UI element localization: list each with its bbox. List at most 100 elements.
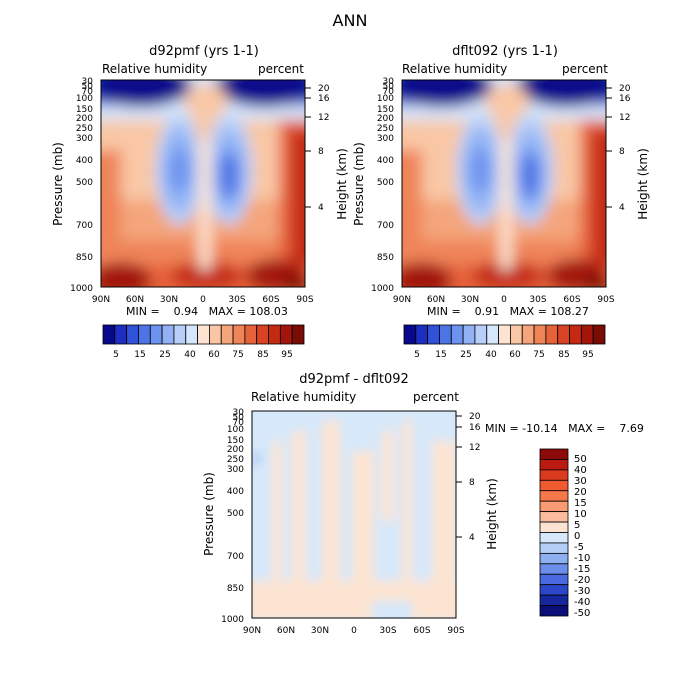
colorbar-swatch bbox=[539, 552, 569, 565]
colorbar bbox=[403, 324, 606, 345]
colorbar-swatch bbox=[220, 324, 234, 345]
y-tick-label: 70 bbox=[233, 418, 245, 428]
panel-dflt092: dflt092 (yrs 1-1) Relative humidity perc… bbox=[352, 44, 650, 360]
x-tick-label: 90S bbox=[597, 295, 614, 305]
colorbar-swatch bbox=[539, 500, 569, 513]
colorbar-label: -10 bbox=[574, 553, 590, 564]
y-tick-label: 100 bbox=[377, 94, 394, 104]
y-right-tick-label: 12 bbox=[619, 113, 630, 123]
y-tick-label: 850 bbox=[377, 253, 394, 263]
colorbar-label: 20 bbox=[574, 487, 587, 498]
y-right-tick-label: 20 bbox=[469, 412, 481, 422]
colorbar-label: 25 bbox=[460, 350, 471, 360]
x-tick-label: 60N bbox=[126, 295, 144, 305]
y-right-tick-label: 8 bbox=[619, 147, 625, 157]
colorbar-swatch bbox=[539, 459, 569, 471]
y-axis-label: Pressure (mb) bbox=[202, 472, 216, 556]
x-tick-label: 0 bbox=[501, 295, 507, 305]
colorbar bbox=[539, 448, 569, 617]
colorbar-swatch bbox=[539, 584, 569, 596]
colorbar-labels: 5 15 25 40 60 75 85 95 bbox=[113, 350, 293, 360]
y-tick-label: 500 bbox=[76, 178, 93, 188]
y-axis-right: 20 16 12 8 4 bbox=[606, 84, 631, 213]
colorbar-swatch bbox=[569, 324, 582, 345]
x-tick-label: 30N bbox=[311, 626, 329, 636]
y-tick-label: 200 bbox=[377, 114, 394, 124]
colorbar-swatch bbox=[539, 594, 569, 606]
y-right-tick-label: 8 bbox=[318, 147, 324, 157]
panel-difference: d92pmf - dflt092 Relative humidity perce… bbox=[202, 372, 644, 636]
min-max-stats: MIN = -10.14 MAX = 7.69 bbox=[485, 422, 644, 435]
y-tick-label: 400 bbox=[377, 156, 394, 166]
colorbar-label: 30 bbox=[574, 476, 587, 487]
y-tick-label: 30 bbox=[82, 77, 94, 87]
y-tick-label: 70 bbox=[383, 87, 395, 97]
colorbar-label: 85 bbox=[257, 350, 268, 360]
colorbar-swatch bbox=[244, 324, 258, 345]
colorbar-swatch bbox=[126, 324, 139, 345]
panel-title: dflt092 (yrs 1-1) bbox=[452, 44, 558, 59]
colorbar-label: 0 bbox=[574, 531, 580, 542]
y-tick-label: 700 bbox=[377, 221, 394, 231]
x-tick-label: 60S bbox=[262, 295, 279, 305]
y-tick-label: 30 bbox=[233, 408, 245, 418]
colorbar-swatch bbox=[539, 605, 569, 617]
colorbar-label: 75 bbox=[533, 350, 544, 360]
colorbar-swatch bbox=[539, 490, 569, 502]
figure-title: ANN bbox=[333, 11, 368, 30]
y-right-axis-label: Height (km) bbox=[485, 478, 499, 549]
x-tick-label: 90N bbox=[243, 626, 261, 636]
y-tick-label: 50 bbox=[383, 82, 395, 92]
min-max-stats: MIN = 0.94 MAX = 108.03 bbox=[126, 305, 288, 318]
colorbar-swatch bbox=[149, 324, 163, 345]
colorbar-swatch bbox=[462, 324, 476, 345]
x-axis: 90N 60N 30N 0 30S 60S 90S bbox=[393, 295, 615, 305]
colorbar-label: 60 bbox=[509, 350, 521, 360]
panel-title: d92pmf (yrs 1-1) bbox=[149, 44, 259, 59]
panel-subtitle-left: Relative humidity bbox=[102, 62, 207, 76]
y-right-tick-label: 20 bbox=[619, 84, 631, 94]
y-right-tick-label: 12 bbox=[469, 443, 480, 453]
y-tick-label: 200 bbox=[227, 445, 244, 455]
colorbar-label: 95 bbox=[281, 350, 292, 360]
x-tick-label: 60S bbox=[413, 626, 430, 636]
y-right-tick-label: 20 bbox=[318, 84, 330, 94]
x-tick-label: 90S bbox=[296, 295, 313, 305]
colorbar-swatch bbox=[173, 324, 187, 345]
colorbar-swatch bbox=[450, 324, 464, 345]
x-tick-label: 60N bbox=[427, 295, 445, 305]
x-tick-label: 60N bbox=[277, 626, 295, 636]
y-axis-left: 30 50 70 100 150 200 250 300 400 500 700… bbox=[70, 77, 93, 294]
y-axis-right: 20 16 12 8 4 bbox=[456, 412, 481, 543]
y-tick-label: 300 bbox=[76, 134, 93, 144]
plot-area bbox=[401, 79, 607, 288]
colorbar-label: -40 bbox=[574, 597, 590, 608]
colorbar-swatch bbox=[474, 324, 488, 345]
x-tick-label: 60S bbox=[563, 295, 580, 305]
colorbar-swatch bbox=[539, 511, 569, 523]
colorbar-swatch bbox=[232, 324, 246, 345]
panel-subtitle-right: percent bbox=[562, 62, 608, 76]
x-tick-label: 90N bbox=[92, 295, 110, 305]
colorbar-swatch bbox=[539, 521, 569, 533]
colorbar-swatch bbox=[138, 324, 151, 345]
colorbar-label: -30 bbox=[574, 586, 590, 597]
y-tick-label: 700 bbox=[227, 552, 244, 562]
y-tick-label: 400 bbox=[227, 487, 244, 497]
x-tick-label: 90S bbox=[447, 626, 464, 636]
plot-area bbox=[251, 410, 457, 619]
colorbar-label: 40 bbox=[485, 350, 497, 360]
colorbar-swatch bbox=[539, 532, 569, 544]
y-right-tick-label: 8 bbox=[469, 478, 475, 488]
x-tick-label: 0 bbox=[200, 295, 206, 305]
y-axis-right: 20 16 12 8 4 bbox=[305, 84, 330, 213]
panel-d92pmf: d92pmf (yrs 1-1) Relative humidity perce… bbox=[51, 44, 349, 360]
x-tick-label: 30N bbox=[160, 295, 178, 305]
colorbar-swatch bbox=[102, 324, 116, 345]
colorbar-swatch bbox=[268, 324, 281, 345]
colorbar-label: 5 bbox=[574, 520, 580, 531]
colorbar-swatch bbox=[114, 324, 128, 345]
y-tick-label: 70 bbox=[82, 87, 94, 97]
y-right-axis-label: Height (km) bbox=[636, 148, 650, 219]
colorbar-swatch bbox=[403, 324, 417, 345]
